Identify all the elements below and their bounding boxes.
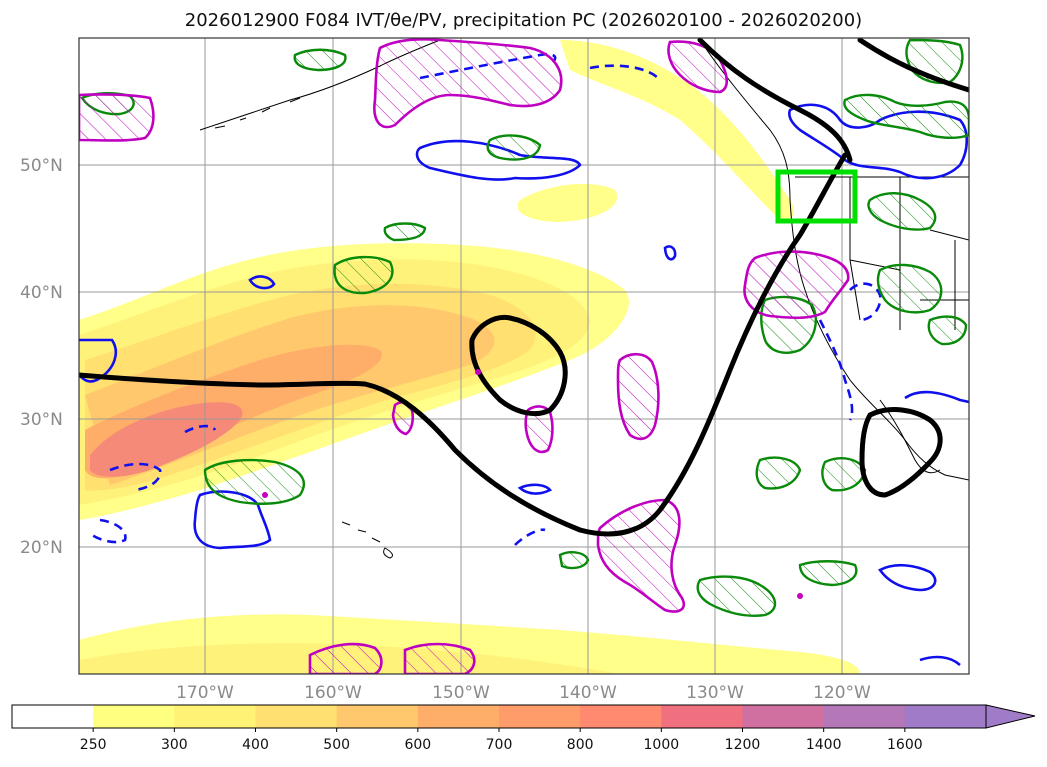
- green-area-11: [843, 93, 969, 140]
- colorbar: 250 300 400 500 600 700 800 1000 1200 1400 1600: [11, 704, 1036, 753]
- blue-contour-250: [248, 275, 276, 290]
- jet-contours: [79, 38, 969, 537]
- pv-area-nw: [79, 93, 155, 142]
- blue-dashed-coast: [589, 64, 661, 81]
- pv-area-central: [616, 352, 660, 441]
- green-area-15: [876, 263, 943, 314]
- theta-green-contours: [80, 38, 969, 617]
- map-frame: [78, 37, 970, 675]
- lon-label-140w: 140°W: [559, 683, 617, 703]
- aleutian-chain: [214, 97, 301, 129]
- colorbar-segment: [499, 705, 581, 728]
- lon-label-150w: 150°W: [432, 683, 490, 703]
- colorbar-tick-label: 1200: [725, 737, 761, 753]
- pv-area-south-2: [403, 642, 476, 674]
- ivt-coastal-band: [560, 40, 795, 220]
- lat-label-30: 30°N: [20, 410, 63, 430]
- blue-contour-mexico: [904, 390, 969, 404]
- pv-area-alaska: [373, 38, 563, 129]
- jet-cutoff-low: [469, 314, 568, 417]
- lat-labels: 50°N 40°N 30°N 20°N: [20, 156, 63, 558]
- pv-area-south-1: [308, 642, 383, 674]
- colorbar-tick-label: 600: [404, 737, 431, 753]
- green-area-4: [383, 222, 427, 242]
- green-area-17: [558, 551, 590, 570]
- colorbar-segment: [661, 705, 743, 728]
- figure-title: 2026012900 F084 IVT/θe/PV, precipitation…: [184, 10, 863, 31]
- blue-dashed-west-2: [109, 462, 162, 492]
- pv-dot-3: [797, 593, 803, 599]
- blue-contour-south-small: [878, 563, 937, 592]
- blue-dashed-west-3: [184, 424, 217, 434]
- pv-dot-1: [475, 369, 481, 375]
- lat-label-20: 20°N: [20, 538, 63, 558]
- blue-contour-hi: [517, 483, 553, 495]
- graticule: [79, 38, 969, 674]
- blue-dashed-west-1: [91, 518, 127, 544]
- colorbar-tick-label: 250: [80, 737, 107, 753]
- colorbar-extend-arrow: [985, 704, 1036, 729]
- lat-label-50: 50°N: [20, 156, 63, 176]
- colorbar-segment: [417, 705, 500, 728]
- jet-ridge-north: [697, 38, 853, 163]
- colorbar-tick-label: 300: [161, 737, 188, 753]
- blue-contour-offshore: [663, 245, 677, 261]
- ivt-band-800: [90, 402, 243, 477]
- lon-label-120w: 120°W: [813, 683, 871, 703]
- jet-main-trough: [79, 152, 848, 537]
- green-area-16: [927, 315, 968, 346]
- colorbar-tick-label: 1000: [644, 737, 680, 753]
- colorbar-segment: [742, 705, 825, 728]
- lon-label-130w: 130°W: [686, 683, 744, 703]
- green-area-13: [867, 192, 937, 231]
- baja-coast: [879, 399, 941, 474]
- green-area-7: [755, 456, 802, 490]
- colorbar-segment: [580, 705, 662, 728]
- jet-low-mexico: [859, 407, 943, 498]
- pv-area-central-2: [524, 405, 554, 454]
- lat-label-40: 40°N: [20, 283, 63, 303]
- colorbar-tick-label: 800: [567, 737, 594, 753]
- green-area-2: [486, 134, 542, 161]
- lon-labels: 170°W 160°W 150°W 140°W 130°W 120°W: [176, 683, 871, 703]
- colorbar-tick-label: 1400: [806, 737, 842, 753]
- jet-north-arc: [857, 38, 969, 93]
- green-area-10: [798, 560, 858, 587]
- green-area-9: [696, 575, 777, 617]
- pv-dot-2: [262, 492, 268, 498]
- blue-dashed-ca: [818, 282, 882, 421]
- colorbar-tick-label: 500: [323, 737, 350, 753]
- colorbar-segment: [336, 705, 419, 728]
- colorbar-segments: [12, 705, 987, 728]
- hawaii-islands: [341, 521, 393, 559]
- lon-label-170w: 170°W: [176, 683, 234, 703]
- colorbar-ticks: 250 300 400 500 600 700 800 1000 1200 1400 1600: [80, 728, 923, 753]
- colorbar-segment: [904, 705, 987, 728]
- map-content: [79, 38, 969, 674]
- blue-contour-se: [919, 655, 961, 667]
- colorbar-segment: [174, 705, 256, 728]
- colorbar-segment: [255, 705, 338, 728]
- green-area-8: [821, 457, 867, 492]
- pv-area-ca: [743, 250, 850, 320]
- colorbar-segment: [12, 705, 94, 728]
- colorbar-segment: [823, 705, 906, 728]
- colorbar-tick-label: 700: [486, 737, 513, 753]
- pv-contours: [79, 38, 850, 674]
- blue-contour-north-ca: [788, 103, 969, 180]
- target-region-box: [775, 169, 858, 224]
- green-area-6: [293, 48, 347, 72]
- colorbar-tick-label: 400: [242, 737, 269, 753]
- lon-label-160w: 160°W: [304, 683, 362, 703]
- green-area-5: [203, 458, 306, 505]
- green-area-3: [333, 255, 394, 295]
- blue-dashed-hi: [514, 528, 546, 546]
- colorbar-segment: [93, 705, 175, 728]
- ivt-patch-north: [517, 183, 618, 222]
- colorbar-tick-label: 1600: [887, 737, 923, 753]
